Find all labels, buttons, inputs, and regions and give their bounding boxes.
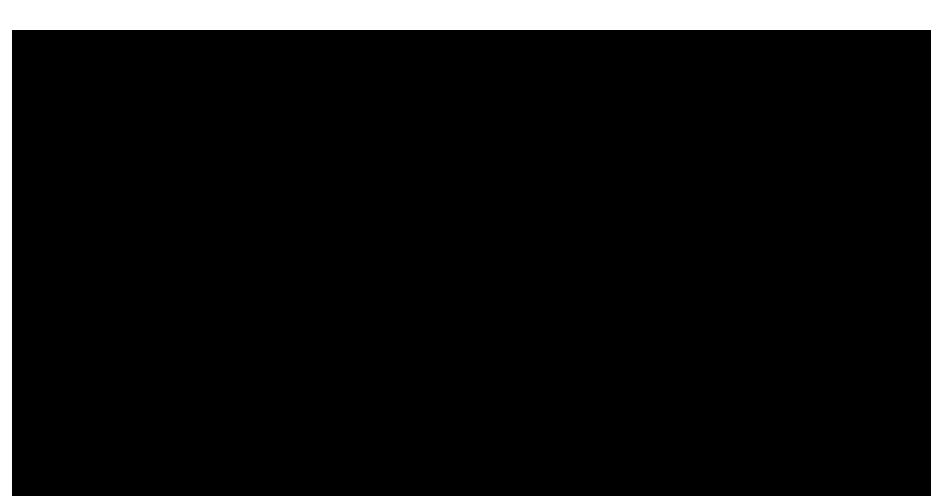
word-cloud-canvas <box>12 30 931 496</box>
